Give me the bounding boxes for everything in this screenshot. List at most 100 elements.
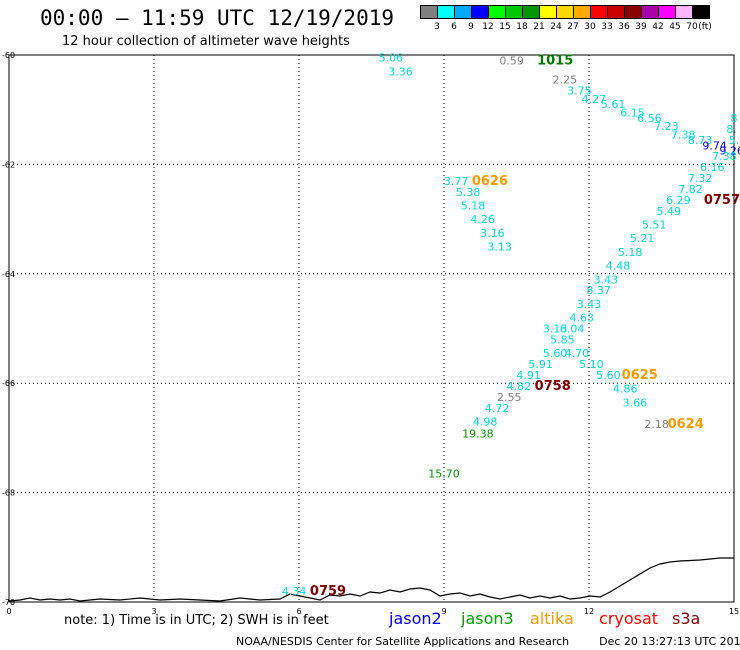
x-tick-label: 15 [729,607,739,616]
page-title: 00:00 – 11:59 UTC 12/19/2019 [40,6,395,30]
grid-lines [9,55,734,602]
wave-height-value: 3.77 [444,175,469,188]
y-tick-label: -60 [2,51,15,60]
x-tick-label: 3 [151,607,156,616]
y-tick-label: -68 [2,489,15,498]
wave-height-value: 2.25 [553,74,578,87]
wave-height-value: 9.26 [719,145,740,158]
wave-height-value: 8. [726,123,737,136]
wave-height-value: 5.18 [618,246,643,259]
wave-height-value: 5.38 [456,186,481,199]
legend-label: 15 [499,22,511,32]
wave-height-value: 3.16 [480,227,505,240]
footer-org: NOAA/NESDIS Center for Satellite Applica… [236,635,570,648]
legend-label: 6 [451,22,457,32]
wave-height-value: 4.82 [507,380,532,393]
wave-height-value: 4.48 [606,260,631,273]
color-legend-labels: 3 6 9 12 15 18 21 24 27 30 33 36 39 42 45 70 (ft) [420,22,740,34]
wave-height-value: 5.21 [630,232,655,245]
wave-height-value: 2.55 [497,391,522,404]
wave-height-value: 5.18 [461,199,486,212]
wave-height-value: 9.74 [702,139,727,152]
legend-label: 39 [635,22,647,32]
wave-height-value: 4.26 [470,213,495,226]
wave-height-value: 6.16 [700,161,725,174]
wave-height-value: 15.70 [428,467,460,480]
legend-label: 70 [686,22,698,32]
wave-height-value: 5.61 [601,98,626,111]
wave-height-value: 8.73 [688,134,713,147]
wave-height-value: 4.72 [485,402,510,415]
satellite-altika: altika [530,609,574,628]
legend-label: 3 [434,22,440,32]
wave-height-value: 5.85 [550,333,575,346]
wave-height-value: 5.60 [543,347,568,360]
legend-label: 21 [533,22,545,32]
wave-height-value: 3.66 [623,396,648,409]
wave-height-value: 5.91 [528,358,553,371]
legend-label: 33 [601,22,613,32]
wave-height-value: 4.91 [516,369,541,382]
wave-height-value: 4.70 [565,347,590,360]
pass-time-label: 0758 [535,379,571,394]
footer: NOAA/NESDIS Center for Satellite Applica… [236,635,740,648]
wave-height-value: 4.63 [570,312,595,325]
wave-height-value: 7.23 [654,120,679,133]
wave-height-value: 6.04 [560,323,585,336]
wave-height-value: 2.18 [644,418,669,431]
satellite-jason2: jason2 [389,609,442,628]
wave-height-value: 5. [729,134,740,147]
y-tick-label: -70 [2,598,15,607]
legend-label: 27 [567,22,579,32]
satellite-cryosat: cryosat [599,609,659,628]
legend-label: 24 [550,22,562,32]
wave-height-value: 6.15 [620,106,645,119]
pass-time-label: 0759 [310,584,346,599]
wave-height-value: 4.98 [473,415,498,428]
wave-height-value: 6.29 [666,194,691,207]
legend-label: 9 [468,22,474,32]
footer-timestamp: Dec 20 13:27:13 UTC 2019 [599,635,740,648]
wave-height-value: 0.59 [499,54,524,67]
wave-height-value: 3.13 [543,323,568,336]
wave-height-value: 4.86 [613,383,638,396]
wave-height-value: 5.10 [579,358,604,371]
legend-unit: (ft) [698,22,712,32]
y-tick-label: -64 [2,270,15,279]
units-note: note: 1) Time is in UTC; 2) SWH is in fe… [64,613,329,628]
wave-height-value: 3.75 [567,85,592,98]
y-tick-label: -62 [2,160,15,169]
wave-height-value: 5.60 [596,369,621,382]
legend-label: 30 [584,22,596,32]
coastline-path [8,557,734,602]
wave-height-value: 3.43 [594,273,619,286]
wave-height-value: 3.13 [487,240,512,253]
axis-tick-labels: 0 3 6 9 12 15 -60 -62 -64 -66 -68 -70 [2,51,739,616]
wave-height-labels: 5.063.36 0.59 1015 2.253.754.275.616.156.56… [282,52,740,599]
wave-height-value: 7.38 [671,128,696,141]
satellite-jason3: jason3 [461,609,514,628]
legend-swatch [692,5,710,19]
page-subtitle: 12 hour collection of altimeter wave hei… [62,34,350,49]
legend-label: 42 [652,22,664,32]
x-tick-label: 6 [296,607,301,616]
wave-height-value: 8.37 [586,284,611,297]
wave-height-value: 5.49 [657,205,682,218]
wave-height-value: 5.51 [642,219,667,232]
wave-height-value: 8 [731,112,738,125]
satellite-s3a: s3a [672,609,701,628]
pass-time-label: 1015 [537,53,573,68]
legend-label: 18 [516,22,528,32]
wave-height-value: 4.27 [582,93,607,106]
pass-time-label: 0757 [704,193,740,208]
legend-label: 36 [618,22,630,32]
wave-height-value: 5.06 [379,52,404,65]
legend-label: 45 [669,22,681,32]
x-tick-label: 9 [441,607,446,616]
wave-height-value: 7.82 [678,183,703,196]
wave-height-value: 6.56 [637,112,662,125]
color-legend [420,5,710,19]
legend-label: 12 [482,22,494,32]
